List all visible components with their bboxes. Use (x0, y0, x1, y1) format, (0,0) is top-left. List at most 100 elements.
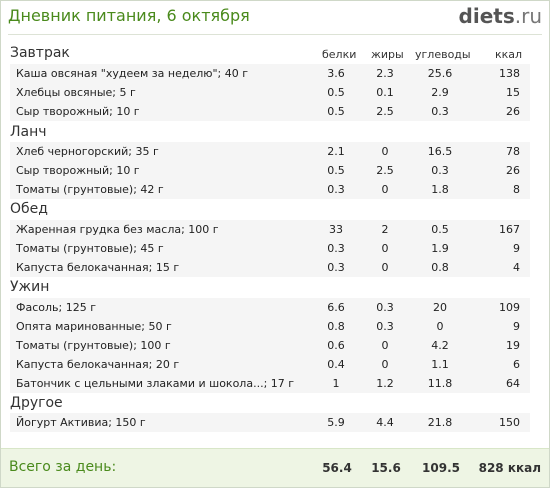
total-fat: 15.6 (371, 461, 401, 475)
food-row: Каша овсяная "худеем за неделю"; 40 г 3.… (10, 64, 530, 83)
total-kcal: 828 ккал (478, 461, 541, 475)
total-carbs: 109.5 (422, 461, 460, 475)
food-kcal: 138 (499, 67, 520, 80)
food-protein: 1 (332, 377, 340, 390)
totals-label: Всего за день: (9, 459, 117, 475)
total-protein: 56.4 (322, 461, 352, 475)
food-fat: 0 (381, 242, 389, 255)
food-carbs: 20 (433, 301, 447, 314)
food-row: Капуста белокачанная; 15 г 0.3 0 0.8 4 (10, 258, 530, 277)
food-carbs: 0 (436, 320, 444, 333)
food-carbs: 1.8 (431, 183, 449, 196)
logo-tld: .ru (514, 4, 542, 28)
food-name: Йогурт Активиа; 150 г (16, 416, 146, 429)
meal-title-other: Другое (10, 395, 63, 411)
food-carbs: 1.1 (431, 358, 449, 371)
food-carbs: 11.8 (427, 377, 453, 390)
food-name: Капуста белокачанная; 20 г (16, 358, 180, 371)
site-logo[interactable]: diets.ru (459, 4, 542, 28)
food-carbs: 0.3 (431, 105, 449, 118)
food-kcal: 15 (506, 86, 520, 99)
food-kcal: 9 (513, 242, 520, 255)
column-header-kcal: ккал (495, 48, 523, 61)
food-fat: 0 (381, 339, 389, 352)
food-row: Сыр творожный; 10 г 0.5 2.5 0.3 26 (10, 102, 530, 121)
food-kcal: 8 (513, 183, 520, 196)
food-name: Томаты (грунтовые); 42 г (16, 183, 164, 196)
food-protein: 6.6 (327, 301, 345, 314)
food-protein: 0.3 (327, 261, 345, 274)
meal-title-lunch: Ланч (10, 124, 47, 140)
food-carbs: 0.8 (431, 261, 449, 274)
food-protein: 0.3 (327, 183, 345, 196)
food-carbs: 1.9 (431, 242, 449, 255)
food-name: Опята маринованные; 50 г (16, 320, 172, 333)
food-fat: 0.1 (376, 86, 394, 99)
food-name: Капуста белокачанная; 15 г (16, 261, 180, 274)
food-kcal: 6 (513, 358, 520, 371)
food-kcal: 78 (506, 145, 520, 158)
food-row: Батончик с цельными злаками и шокола...;… (10, 374, 530, 393)
header: Дневник питания, 6 октября diets.ru (8, 4, 542, 30)
food-kcal: 26 (506, 105, 520, 118)
food-kcal: 19 (506, 339, 520, 352)
food-row: Томаты (грунтовые); 100 г 0.6 0 4.2 19 (10, 336, 530, 355)
food-name: Фасоль; 125 г (16, 301, 96, 314)
food-protein: 0.8 (327, 320, 345, 333)
food-kcal: 64 (506, 377, 520, 390)
food-protein: 33 (329, 223, 343, 236)
meal-title-dinner: Обед (10, 201, 48, 217)
food-row: Хлебцы овсяные; 5 г 0.5 0.1 2.9 15 (10, 83, 530, 102)
food-fat: 0.3 (376, 320, 394, 333)
food-carbs: 2.9 (431, 86, 449, 99)
food-row: Томаты (грунтовые); 42 г 0.3 0 1.8 8 (10, 180, 530, 199)
food-carbs: 16.5 (427, 145, 453, 158)
food-carbs: 0.3 (431, 164, 449, 177)
food-row: Томаты (грунтовые); 45 г 0.3 0 1.9 9 (10, 239, 530, 258)
logo-main: diets (458, 4, 515, 28)
food-row: Йогурт Активиа; 150 г 5.9 4.4 21.8 150 (10, 413, 530, 432)
meal-title-supper: Ужин (10, 279, 50, 295)
food-fat: 2 (381, 223, 389, 236)
meal-title-breakfast: Завтрак (10, 45, 70, 61)
header-divider (8, 34, 542, 35)
food-row: Хлеб черногорский; 35 г 2.1 0 16.5 78 (10, 142, 530, 161)
food-kcal: 167 (499, 223, 520, 236)
food-protein: 0.5 (327, 164, 345, 177)
column-header-protein: белки (322, 48, 357, 61)
food-name: Хлеб черногорский; 35 г (16, 145, 159, 158)
food-carbs: 25.6 (427, 67, 453, 80)
daily-totals-bar: Всего за день: 56.4 15.6 109.5 828 ккал (1, 448, 549, 487)
food-fat: 0 (381, 261, 389, 274)
food-protein: 0.5 (327, 86, 345, 99)
food-fat: 2.3 (376, 67, 394, 80)
food-name: Сыр творожный; 10 г (16, 164, 140, 177)
column-header-carbs: углеводы (415, 48, 471, 61)
food-row: Опята маринованные; 50 г 0.8 0.3 0 9 (10, 317, 530, 336)
food-protein: 0.4 (327, 358, 345, 371)
food-carbs: 0.5 (431, 223, 449, 236)
column-header-fat: жиры (371, 48, 404, 61)
food-protein: 0.6 (327, 339, 345, 352)
food-name: Каша овсяная "худеем за неделю"; 40 г (16, 67, 249, 80)
food-fat: 0 (381, 358, 389, 371)
food-fat: 4.4 (376, 416, 394, 429)
food-row: Фасоль; 125 г 6.6 0.3 20 109 (10, 298, 530, 317)
food-protein: 0.3 (327, 242, 345, 255)
food-name: Томаты (грунтовые); 100 г (16, 339, 171, 352)
food-row: Капуста белокачанная; 20 г 0.4 0 1.1 6 (10, 355, 530, 374)
food-carbs: 4.2 (431, 339, 449, 352)
food-fat: 0 (381, 183, 389, 196)
food-name: Батончик с цельными злаками и шокола...;… (16, 377, 295, 390)
food-fat: 1.2 (376, 377, 394, 390)
food-carbs: 21.8 (427, 416, 453, 429)
food-kcal: 150 (499, 416, 520, 429)
food-name: Томаты (грунтовые); 45 г (16, 242, 164, 255)
food-row: Сыр творожный; 10 г 0.5 2.5 0.3 26 (10, 161, 530, 180)
food-fat: 0.3 (376, 301, 394, 314)
page-title: Дневник питания, 6 октября (8, 6, 250, 25)
food-fat: 2.5 (376, 164, 394, 177)
food-fat: 0 (381, 145, 389, 158)
food-fat: 2.5 (376, 105, 394, 118)
food-kcal: 109 (499, 301, 520, 314)
